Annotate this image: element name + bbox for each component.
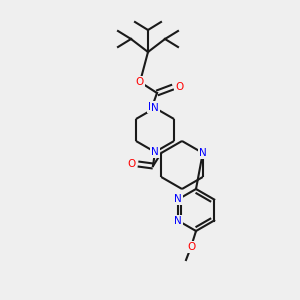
Text: N: N	[174, 194, 182, 205]
Text: N: N	[151, 147, 159, 157]
Text: O: O	[136, 77, 144, 87]
Text: N: N	[199, 148, 207, 158]
Text: N: N	[148, 102, 156, 112]
Text: N: N	[174, 215, 182, 226]
Text: O: O	[175, 82, 183, 92]
Text: O: O	[128, 159, 136, 169]
Text: N: N	[151, 103, 159, 113]
Text: O: O	[187, 242, 195, 252]
